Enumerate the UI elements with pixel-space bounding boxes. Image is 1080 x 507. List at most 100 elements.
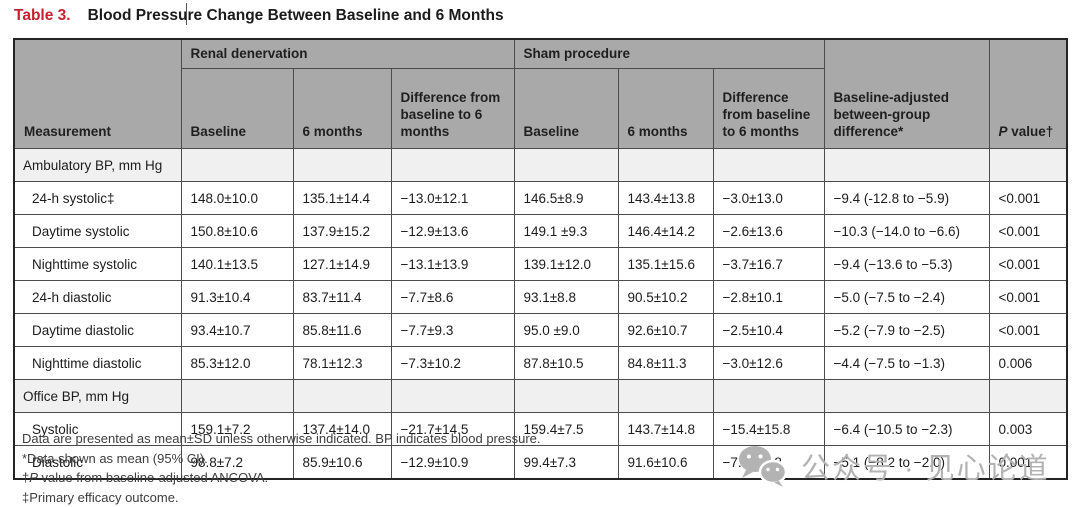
header-between-group-difference: Baseline-adjusted between-group differen… xyxy=(823,38,990,149)
row-label: 24-h systolic‡ xyxy=(13,181,182,215)
row-label: Diastolic xyxy=(13,445,182,480)
section-empty-cell xyxy=(180,379,294,413)
table-row: Daytime diastolic 93.4±10.7 85.8±11.6 −7.7±… xyxy=(13,313,1068,347)
data-cell: 93.1±8.8 xyxy=(513,280,619,314)
data-cell: −4.4 (−7.5 to −1.3) xyxy=(823,346,990,380)
wechat-icon xyxy=(739,446,788,487)
header-measurement: Measurement xyxy=(13,38,182,149)
footnote-text: value from baseline-adjusted ANCOVA. xyxy=(37,470,269,485)
data-cell: 148.0±10.0 xyxy=(180,181,294,215)
p-value-rest: value† xyxy=(1007,124,1054,140)
table-row: Nighttime diastolic 85.3±12.0 78.1±12.3 −7.… xyxy=(13,346,1068,380)
data-cell: 92.6±10.7 xyxy=(617,313,714,347)
data-cell: 159.1±7.2 xyxy=(180,412,294,446)
header-rdn-6-months: 6 months xyxy=(292,68,392,149)
data-cell: −7.7±8.6 xyxy=(390,280,515,314)
data-cell: 137.4±14.0 xyxy=(292,412,392,446)
section-empty-cell xyxy=(712,379,825,413)
data-cell: −6.4 (−10.5 to −2.3) xyxy=(823,412,990,446)
table-row: 24-h systolic‡ 148.0±10.0 135.1±14.4 −13.0±… xyxy=(13,181,1068,215)
row-label: Nighttime diastolic xyxy=(13,346,182,380)
watermark: 公众号 · 见心论道 xyxy=(735,443,1055,489)
data-cell: <0.001 xyxy=(988,214,1068,248)
footnote-line: Data are presented as mean±SD unless oth… xyxy=(22,431,541,446)
data-cell: 149.1 ±9.3 xyxy=(513,214,619,248)
data-cell: 85.8±11.6 xyxy=(292,313,392,347)
table-body: Ambulatory BP, mm Hg 24-h systolic‡ 148.0±… xyxy=(13,148,1068,480)
data-cell: 127.1±14.9 xyxy=(292,247,392,281)
data-cell: <0.001 xyxy=(988,181,1068,215)
data-cell: <0.001 xyxy=(988,247,1068,281)
data-cell: <0.001 xyxy=(988,313,1068,347)
text-caret xyxy=(186,3,187,25)
header-row-groups: Measurement Renal denervation Sham proce… xyxy=(13,38,1068,149)
row-label: Daytime diastolic xyxy=(13,313,182,347)
section-empty-cell xyxy=(988,379,1068,413)
table-row: Nighttime systolic 140.1±13.5 127.1±14.9 −1… xyxy=(13,247,1068,281)
data-cell: 143.7±14.8 xyxy=(617,412,714,446)
data-cell: 93.4±10.7 xyxy=(180,313,294,347)
section-empty-cell xyxy=(712,148,825,182)
data-cell: 98.8±7.2 xyxy=(180,445,294,480)
section-empty-cell xyxy=(180,148,294,182)
section-empty-cell xyxy=(513,379,619,413)
data-cell: 139.1±12.0 xyxy=(513,247,619,281)
data-cell: −10.3 (−14.0 to −6.6) xyxy=(823,214,990,248)
data-cell: 140.1±13.5 xyxy=(180,247,294,281)
data-cell: −3.7±16.7 xyxy=(712,247,825,281)
section-row: Office BP, mm Hg xyxy=(13,379,1068,413)
header-rdn-baseline: Baseline xyxy=(180,68,294,149)
table-number: Table 3. xyxy=(14,7,71,24)
data-cell: −15.4±15.8 xyxy=(712,412,825,446)
section-empty-cell xyxy=(617,379,714,413)
blood-pressure-table: Measurement Renal denervation Sham proce… xyxy=(13,38,1068,480)
watermark-text: 公众号 · 见心论道 xyxy=(801,453,1050,485)
data-cell: −2.5±10.4 xyxy=(712,313,825,347)
header-group-renal-denervation: Renal denervation xyxy=(180,38,515,69)
data-cell: <0.001 xyxy=(988,280,1068,314)
row-label: 24-h diastolic xyxy=(13,280,182,314)
data-cell: 159.4±7.5 xyxy=(513,412,619,446)
data-cell: 150.8±10.6 xyxy=(180,214,294,248)
footnote-dagger: † xyxy=(22,470,30,485)
data-cell: 137.9±15.2 xyxy=(292,214,392,248)
data-cell: 0.003 xyxy=(988,412,1068,446)
data-cell: 99.4±7.3 xyxy=(513,445,619,480)
section-label: Office BP, mm Hg xyxy=(13,379,182,413)
row-label: Daytime systolic xyxy=(13,214,182,248)
footnote-line: ‡Primary efficacy outcome. xyxy=(22,489,179,505)
table-row: Diastolic 98.8±7.2 85.9±10.6 −12.9±10.9 99.4… xyxy=(13,445,1068,480)
data-cell: −7.3±10.2 xyxy=(390,346,515,380)
data-cell: 90.5±10.2 xyxy=(617,280,714,314)
data-cell: 85.3±12.0 xyxy=(180,346,294,380)
data-cell: −5.1 (−8.2 to −2.0) xyxy=(823,445,990,480)
data-cell: −5.2 (−7.9 to −2.5) xyxy=(823,313,990,347)
header-p-value: P value† xyxy=(988,38,1068,149)
section-empty-cell xyxy=(292,379,392,413)
data-cell: 0.006 xyxy=(988,346,1068,380)
data-cell: 78.1±12.3 xyxy=(292,346,392,380)
data-cell: −12.9±13.6 xyxy=(390,214,515,248)
footnote-line: *Data shown as mean (95% CI). xyxy=(22,450,208,466)
data-cell: 146.4±14.2 xyxy=(617,214,714,248)
data-cell: −5.0 (−7.5 to −2.4) xyxy=(823,280,990,314)
section-empty-cell xyxy=(390,148,515,182)
p-value-italic: P xyxy=(998,124,1008,140)
table-row: 24-h diastolic 91.3±10.4 83.7±11.4 −7.7±8.6… xyxy=(13,280,1068,314)
section-label: Ambulatory BP, mm Hg xyxy=(13,148,182,182)
data-cell: 143.4±13.8 xyxy=(617,181,714,215)
data-cell: −7.7±9.3 xyxy=(390,313,515,347)
header-row-subcolumns: Baseline 6 months Difference from baseli… xyxy=(14,68,1067,149)
data-cell: −3.0±13.0 xyxy=(712,181,825,215)
section-empty-cell xyxy=(292,148,392,182)
table-title: Table 3. Blood Pressure Change Between Ba… xyxy=(14,7,504,25)
data-cell: 135.1±14.4 xyxy=(292,181,392,215)
section-empty-cell xyxy=(823,148,990,182)
data-cell: −2.6±13.6 xyxy=(712,214,825,248)
data-cell: −9.4 (−13.6 to −5.3) xyxy=(823,247,990,281)
section-empty-cell xyxy=(513,148,619,182)
data-cell: 87.8±10.5 xyxy=(513,346,619,380)
section-row: Ambulatory BP, mm Hg xyxy=(13,148,1068,182)
data-cell: 91.3±10.4 xyxy=(180,280,294,314)
data-cell: 146.5±8.9 xyxy=(513,181,619,215)
